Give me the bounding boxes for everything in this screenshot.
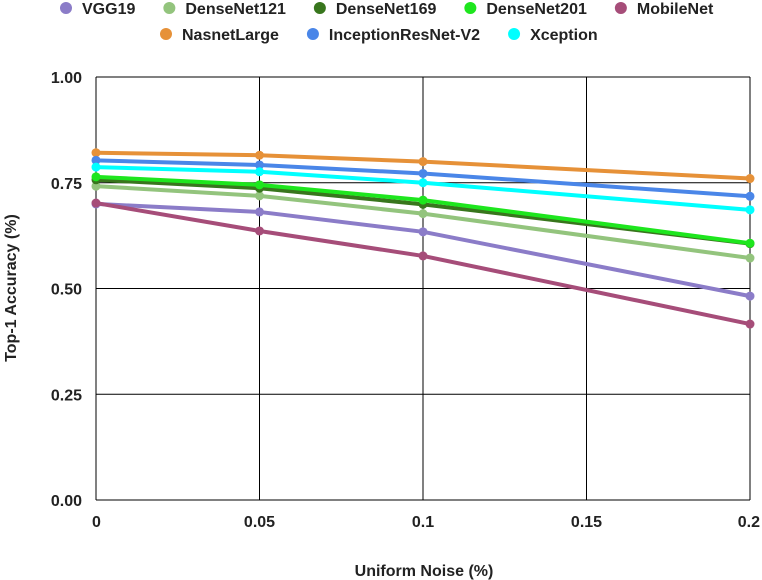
series-densenet121 (91, 181, 755, 263)
data-point-vgg19 (745, 291, 755, 301)
y-tick-label: 1.00 (51, 70, 82, 87)
legend: VGG19 DenseNet121 DenseNet169 DenseNet201 Mo… (60, 1, 714, 44)
legend-item-densenet169: DenseNet169 (313, 1, 437, 18)
series-line-xception (94, 165, 752, 212)
legend-item-densenet201: DenseNet201 (464, 1, 587, 18)
data-point-xception (418, 178, 428, 188)
series-line-nasnetlarge (94, 150, 752, 181)
x-tick-label: 0.1 (412, 514, 434, 531)
data-point-nasnetlarge (91, 148, 101, 158)
y-tick-label: 0.25 (51, 387, 82, 404)
data-point-densenet201 (745, 238, 755, 248)
data-point-mobilenet (418, 251, 428, 261)
series-xception (91, 162, 755, 215)
data-point-mobilenet (745, 319, 755, 329)
series-line-densenet121 (94, 184, 752, 261)
series-mobilenet (91, 198, 755, 329)
legend-item-nasnetlarge: NasnetLarge (160, 27, 279, 44)
x-axis-ticks: 0 0.05 0.1 0.15 0.2 (92, 514, 760, 531)
legend-label: Xception (530, 27, 598, 44)
legend-marker (160, 28, 172, 40)
legend-label: NasnetLarge (182, 27, 279, 44)
legend-marker (60, 2, 72, 14)
x-axis-title: Uniform Noise (%) (355, 563, 494, 580)
data-point-xception (91, 162, 101, 172)
legend-marker (508, 28, 521, 40)
series-nasnetlarge (91, 148, 755, 184)
data-point-nasnetlarge (745, 174, 755, 184)
x-tick-label: 0.2 (738, 514, 760, 531)
legend-label: MobileNet (637, 1, 714, 18)
series-line-vgg19 (94, 201, 752, 299)
legend-label: DenseNet121 (185, 1, 286, 18)
data-point-densenet121 (418, 209, 428, 219)
legend-item-xception: Xception (508, 27, 598, 44)
y-tick-label: 0.00 (51, 493, 82, 510)
y-tick-label: 0.75 (51, 176, 82, 193)
data-point-xception (745, 205, 755, 215)
legend-item-vgg19: VGG19 (60, 1, 135, 18)
data-point-mobilenet (91, 198, 101, 208)
x-tick-label: 0 (92, 514, 101, 531)
data-point-inceptionresnet-v2 (745, 191, 755, 201)
legend-label: DenseNet169 (336, 1, 437, 18)
legend-marker (464, 2, 477, 14)
data-point-mobilenet (255, 226, 264, 236)
data-point-densenet121 (745, 253, 755, 263)
legend-marker (306, 28, 319, 40)
data-point-densenet201 (418, 195, 428, 205)
data-point-nasnetlarge (255, 150, 264, 160)
series-densenet201 (91, 172, 755, 248)
data-point-densenet121 (91, 181, 101, 191)
legend-label: VGG19 (82, 1, 135, 18)
data-point-densenet121 (255, 191, 264, 201)
data-point-vgg19 (255, 207, 264, 217)
series-line-densenet201 (94, 174, 752, 246)
y-axis-ticks: 1.00 0.75 0.50 0.25 0.00 (51, 70, 82, 510)
series-line-mobilenet (94, 201, 752, 327)
series-inceptionresnet-v2 (91, 155, 755, 201)
legend-label: InceptionResNet-V2 (329, 27, 480, 44)
grid (95, 76, 751, 501)
data-point-vgg19 (418, 227, 428, 237)
x-tick-label: 0.15 (571, 514, 602, 531)
data-point-inceptionresnet-v2 (255, 160, 264, 170)
legend-marker (163, 2, 176, 14)
legend-marker (614, 2, 627, 14)
y-tick-label: 0.50 (51, 282, 82, 299)
legend-label: DenseNet201 (486, 1, 587, 18)
data-point-inceptionresnet-v2 (418, 168, 428, 178)
data-point-xception (255, 167, 264, 177)
legend-item-inceptionresnet-v2: InceptionResNet-V2 (306, 27, 480, 44)
data-point-inceptionresnet-v2 (91, 155, 101, 165)
data-point-densenet201 (255, 180, 264, 190)
series-layer (91, 148, 755, 329)
legend-marker (313, 2, 326, 14)
x-tick-label: 0.05 (244, 514, 275, 531)
y-axis-title: Top-1 Accuracy (%) (3, 214, 20, 362)
series-line-densenet169 (94, 177, 752, 246)
legend-item-densenet121: DenseNet121 (163, 1, 286, 18)
data-point-nasnetlarge (418, 157, 428, 167)
data-point-densenet201 (91, 172, 101, 182)
legend-item-mobilenet: MobileNet (614, 1, 714, 18)
series-line-inceptionresnet-v2 (94, 158, 752, 199)
